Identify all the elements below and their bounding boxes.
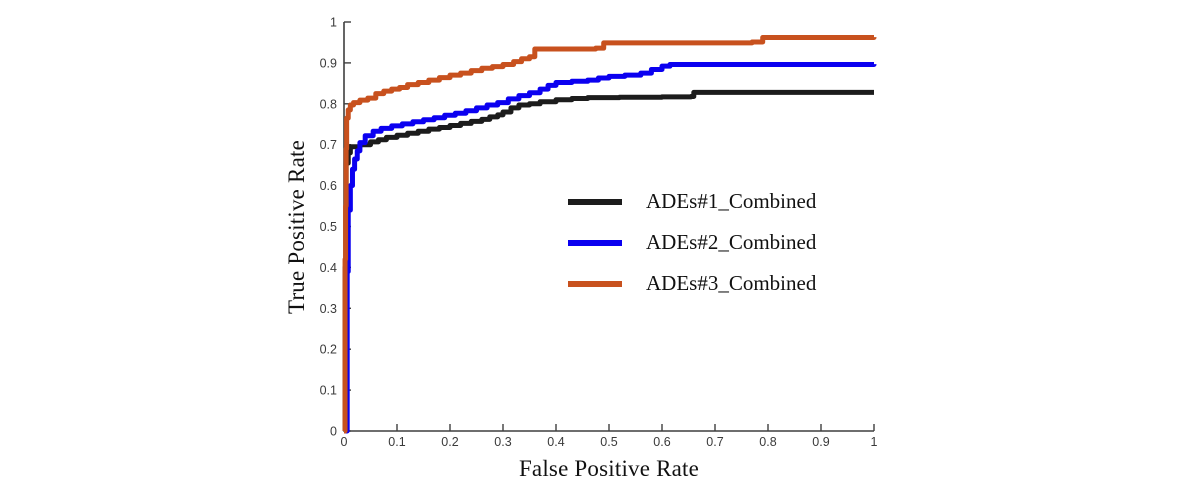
roc-curve-2 [344, 62, 877, 434]
y-tick-label: 0.1 [320, 384, 337, 398]
y-tick-label: 0.4 [320, 261, 337, 275]
x-tick-label: 0.5 [600, 435, 617, 449]
legend-label-ades2: ADEs#2_Combined [646, 230, 817, 254]
y-tick-label: 0.7 [320, 138, 337, 152]
y-tick-label: 0.5 [320, 220, 337, 234]
legend-item-ades1: ADEs#1_Combined [568, 181, 816, 222]
y-tick-label: 0.2 [320, 343, 337, 357]
y-tick-label: 0.6 [320, 179, 337, 193]
x-tick-label: 0.1 [388, 435, 405, 449]
legend-line-ades2 [568, 239, 622, 246]
legend-item-ades3: ADEs#3_Combined [568, 263, 816, 304]
y-tick-label: 0.3 [320, 302, 337, 316]
y-axis-label: True Positive Rate [284, 140, 309, 314]
x-tick-label: 0.6 [653, 435, 670, 449]
x-axis-label: False Positive Rate [518, 456, 700, 481]
legend-line-ades3 [568, 280, 622, 287]
x-tick-label: 0.2 [441, 435, 458, 449]
y-tick-label: 1 [330, 16, 337, 30]
legend-label-ades1: ADEs#1_Combined [646, 189, 817, 213]
y-tick-label: 0 [330, 425, 337, 439]
chart-legend: ADEs#1_Combined ADEs#2_Combined ADEs#3_C… [568, 181, 816, 304]
roc-curve-3 [342, 35, 877, 434]
legend-label-ades3: ADEs#3_Combined [646, 271, 817, 295]
y-tick-label: 0.9 [320, 56, 337, 70]
x-tick-label: 0.9 [812, 435, 829, 449]
legend-line-ades1 [568, 198, 622, 205]
x-tick-label: 1 [871, 435, 878, 449]
x-tick-label: 0.4 [547, 435, 564, 449]
x-tick-label: 0.8 [759, 435, 776, 449]
legend-item-ades2: ADEs#2_Combined [568, 222, 816, 263]
x-tick-label: 0.7 [706, 435, 723, 449]
x-tick-label: 0.3 [494, 435, 511, 449]
y-tick-label: 0.8 [320, 97, 337, 111]
x-tick-label: 0 [341, 435, 348, 449]
